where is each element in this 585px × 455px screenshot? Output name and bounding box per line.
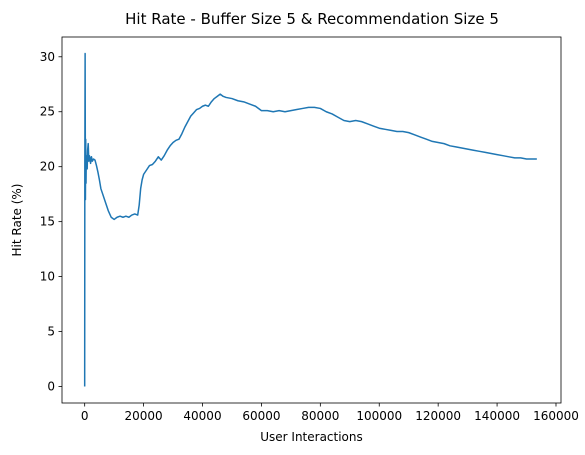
series-line-hit-rate xyxy=(83,52,537,387)
chart-title: Hit Rate - Buffer Size 5 & Recommendatio… xyxy=(125,10,499,28)
x-tick-label: 0 xyxy=(81,409,89,423)
y-tick-label: 20 xyxy=(40,160,55,174)
x-tick-label: 140000 xyxy=(474,409,520,423)
x-axis-ticks: 0 20000 40000 60000 80000 100000 120000 140000 1… xyxy=(81,403,579,423)
x-tick-label: 80000 xyxy=(301,409,339,423)
y-axis-label: Hit Rate (%) xyxy=(10,184,24,257)
x-tick-label: 20000 xyxy=(125,409,163,423)
y-tick-label: 5 xyxy=(47,325,55,339)
x-tick-label: 40000 xyxy=(183,409,221,423)
x-tick-label: 160000 xyxy=(533,409,579,423)
y-tick-label: 30 xyxy=(40,50,55,64)
y-tick-label: 25 xyxy=(40,105,55,119)
plot-area-frame xyxy=(61,36,562,404)
x-tick-label: 60000 xyxy=(242,409,280,423)
y-tick-label: 10 xyxy=(40,270,55,284)
y-tick-label: 15 xyxy=(40,215,55,229)
x-tick-label: 120000 xyxy=(415,409,461,423)
y-tick-label: 0 xyxy=(47,380,55,394)
y-axis-ticks: 0 5 10 15 20 25 30 xyxy=(40,50,62,394)
x-tick-label: 100000 xyxy=(356,409,402,423)
x-axis-label: User Interactions xyxy=(260,430,363,444)
